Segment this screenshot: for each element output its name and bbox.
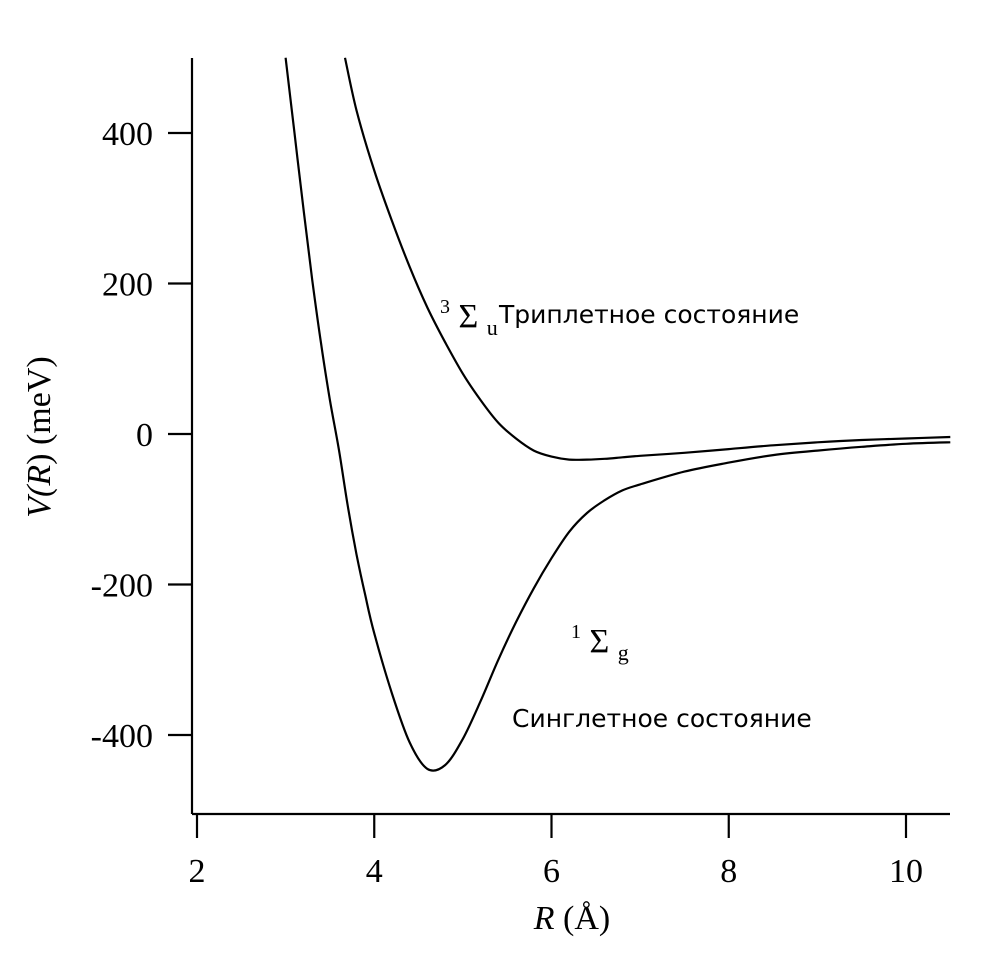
triplet-term-sub: u [487, 315, 498, 340]
x-axis-title-unit: (Å) [563, 900, 610, 937]
x-tick-label: 10 [889, 853, 923, 890]
y-tick-label: 200 [102, 267, 153, 304]
singlet-term-sup: 1 [571, 621, 581, 643]
y-ticks: 400 200 0 -200 -400 [91, 116, 192, 755]
axes: 400 200 0 -200 -400 2 4 6 8 10 [91, 58, 950, 890]
triplet-state-label: Триплетное состояние [498, 300, 799, 329]
x-ticks: 2 4 6 8 10 [189, 814, 923, 890]
y-axis-title-var-close: ) [21, 454, 58, 465]
singlet-curve [284, 57, 951, 772]
x-tick-label: 4 [366, 853, 383, 890]
triplet-curve [343, 57, 951, 461]
singlet-term-sub: g [618, 640, 629, 665]
plot-series [284, 57, 951, 772]
x-axis-title: R (Å) [533, 900, 610, 937]
y-axis-title-unit: (meV) [21, 356, 58, 445]
y-axis-title-var-open: V( [21, 483, 58, 518]
singlet-state-label: Синглетное состояние [512, 704, 812, 733]
x-tick-label: 2 [189, 853, 206, 890]
y-axis-title-var-inner: R [21, 465, 58, 487]
triplet-term-label: 3 Σ u [440, 284, 498, 340]
triplet-term-sup: 3 [440, 296, 450, 318]
triplet-term-symbol: Σ [459, 298, 479, 335]
x-axis-title-var: R [533, 900, 555, 937]
y-tick-label: -200 [91, 568, 153, 605]
y-tick-label: -400 [91, 718, 153, 755]
y-tick-label: 0 [136, 417, 153, 454]
y-axis-title: V(R) (meV) [21, 356, 58, 517]
x-tick-label: 6 [543, 853, 560, 890]
y-tick-label: 400 [102, 116, 153, 153]
x-tick-label: 8 [720, 853, 737, 890]
singlet-term-symbol: Σ [590, 623, 610, 660]
singlet-term-label: 1 Σ g [571, 609, 629, 665]
